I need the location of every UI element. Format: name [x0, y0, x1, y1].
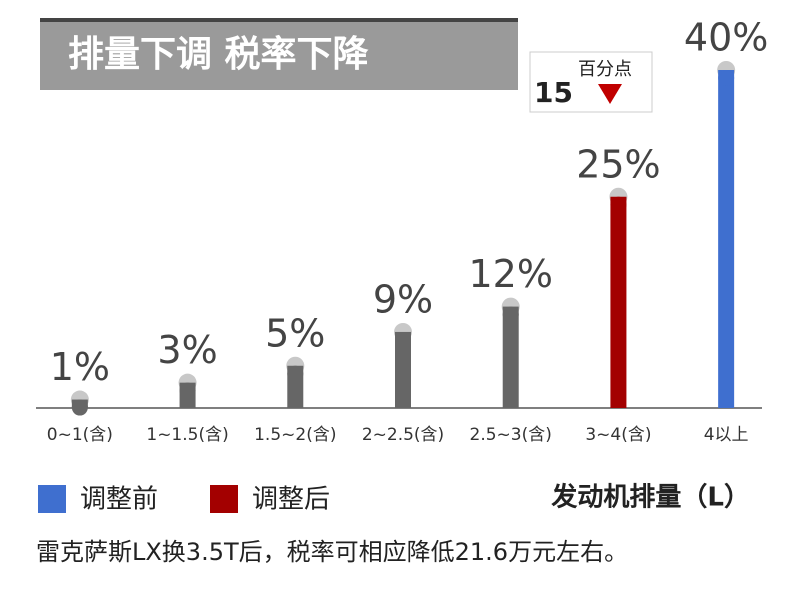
x-tick-label: 1~1.5(含) — [146, 425, 228, 445]
value-label: 40% — [684, 16, 768, 60]
legend-label: 调整前 — [80, 485, 158, 515]
title-bar — [40, 18, 518, 22]
x-tick-label: 2~2.5(含) — [362, 425, 444, 445]
down-arrow — [598, 84, 622, 104]
x-tick-label: 1.5~2(含) — [254, 425, 336, 445]
x-tick-label: 4以上 — [704, 425, 749, 445]
bar-top — [179, 382, 196, 399]
bar — [395, 331, 411, 408]
bar — [718, 70, 735, 408]
bar — [502, 306, 519, 408]
x-tick-label: 0~1(含) — [47, 425, 113, 445]
legend-swatch — [210, 485, 238, 513]
legend-swatch — [38, 485, 66, 513]
value-label: 5% — [265, 311, 325, 355]
value-label: 12% — [468, 252, 552, 296]
bar-top — [287, 365, 304, 382]
bar — [610, 196, 627, 408]
legend-label: 调整后 — [252, 485, 330, 515]
annotation-box — [529, 51, 653, 113]
bar-top — [718, 70, 735, 86]
bar-top — [610, 196, 627, 213]
value-label: 1% — [50, 345, 110, 389]
title-box — [40, 18, 518, 90]
value-label: 3% — [157, 328, 217, 372]
x-tick-label: 2.5~3(含) — [470, 425, 552, 445]
footnote: 雷克萨斯LX换3.5T后，税率可相应降低21.6万元左右。 — [36, 538, 628, 566]
bar-top — [71, 399, 88, 416]
annotation-value: 15 — [534, 76, 573, 109]
value-label: 9% — [373, 277, 433, 321]
x-tick-label: 3~4(含) — [585, 425, 651, 445]
value-label: 25% — [576, 142, 660, 186]
bar-top — [395, 331, 411, 348]
bar-top — [502, 306, 519, 323]
annotation-unit: 百分点 — [578, 59, 632, 80]
chart-title: 排量下调 税率下降 — [68, 34, 369, 75]
x-axis-label: 发动机排量（L） — [550, 482, 750, 513]
